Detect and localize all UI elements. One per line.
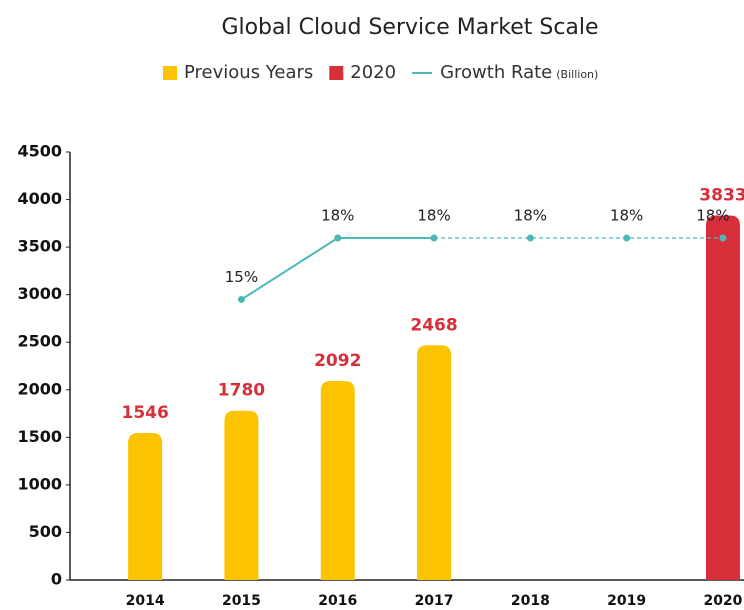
y-tick-label: 2500: [17, 332, 62, 351]
legend-swatch: [329, 66, 344, 80]
point: [430, 234, 438, 242]
data-label: 2092: [314, 351, 361, 371]
data-label: 18%: [610, 207, 643, 225]
data-label: 3833: [699, 185, 744, 205]
x-tick-label: 2015: [222, 593, 261, 609]
y-tick-label: 3000: [17, 284, 62, 303]
bar: [128, 432, 163, 580]
y-tick-label: 4000: [17, 189, 62, 208]
bar: [705, 215, 740, 580]
data-label: 2468: [410, 315, 457, 335]
y-tick-label: 3500: [17, 237, 62, 256]
legend-label: 2020: [350, 62, 396, 83]
legend-swatch: [163, 66, 177, 80]
data-label: 1546: [121, 403, 168, 423]
bar: [320, 381, 355, 580]
y-tick-label: 1500: [17, 427, 62, 446]
y-tick-label: 4500: [17, 142, 62, 161]
bar: [224, 410, 259, 580]
y-tick-label: 500: [29, 522, 62, 541]
y-tick-label: 0: [51, 570, 62, 589]
point: [334, 234, 342, 242]
unit-label: (Billion): [556, 68, 598, 81]
y-tick-label: 1000: [17, 474, 62, 493]
data-label: 18%: [417, 207, 450, 225]
x-tick-label: 2020: [703, 593, 742, 609]
line: [240, 237, 435, 301]
data-label: 18%: [696, 207, 729, 225]
y-tick-label: 2000: [17, 379, 62, 398]
x-tick-label: 2018: [511, 593, 550, 609]
data-label: 15%: [225, 268, 258, 286]
data-label: 1780: [218, 381, 265, 401]
point: [623, 234, 631, 242]
x-tick-label: 2017: [415, 593, 454, 609]
legend-label: Growth Rate: [440, 62, 552, 83]
bar: [417, 345, 452, 580]
point: [719, 234, 727, 242]
x-tick-label: 2014: [126, 593, 165, 609]
chart-title: Global Cloud Service Market Scale: [221, 15, 598, 40]
x-tick-label: 2016: [318, 593, 357, 609]
point: [526, 234, 534, 242]
data-label: 18%: [514, 207, 547, 225]
data-label: 18%: [321, 207, 354, 225]
x-tick-label: 2019: [607, 593, 646, 609]
point: [237, 295, 245, 303]
legend-label: Previous Years: [184, 62, 313, 83]
